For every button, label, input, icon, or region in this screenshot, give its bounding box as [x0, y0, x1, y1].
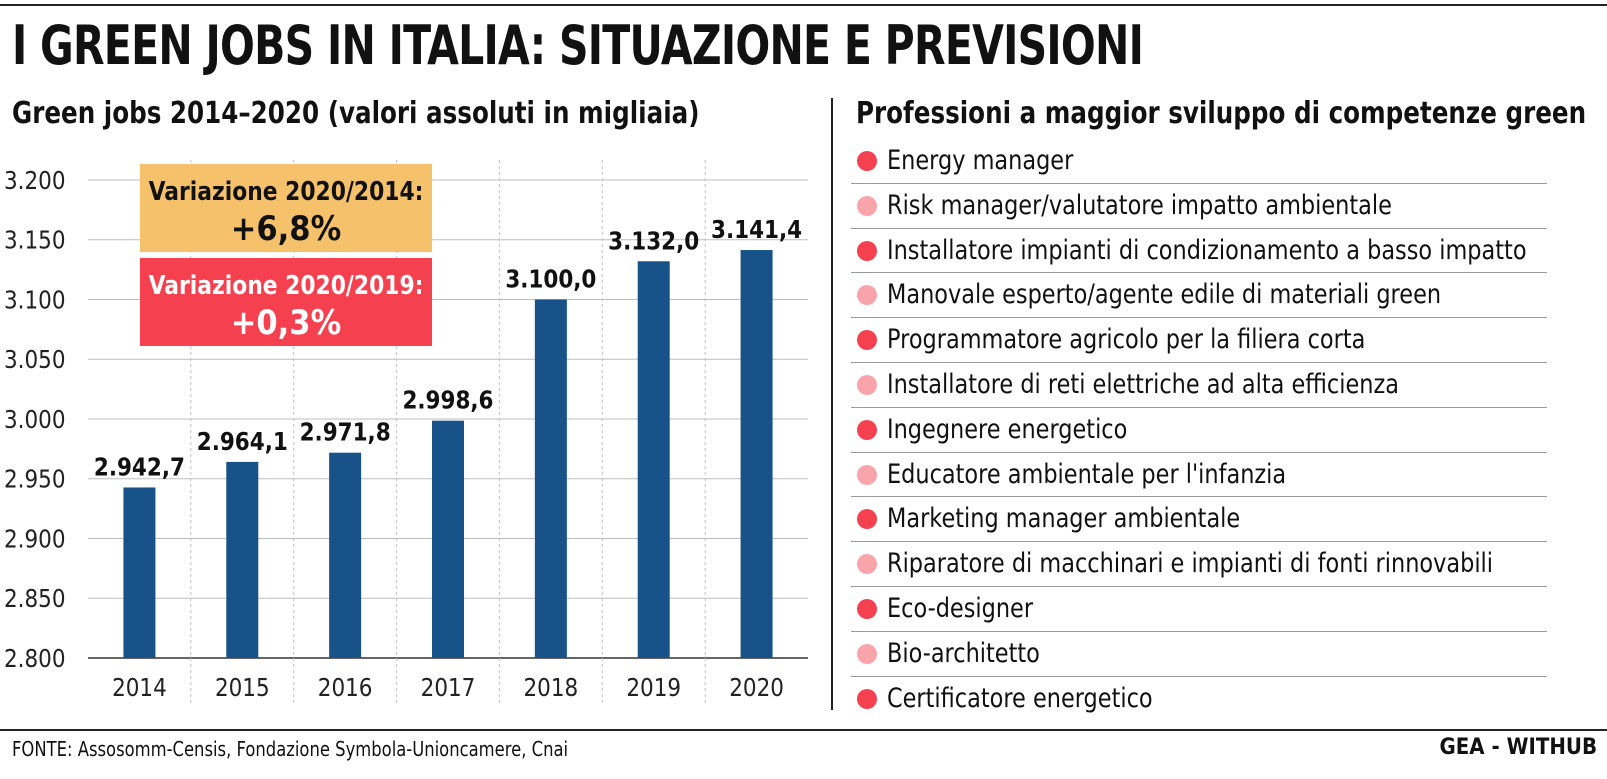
y-tick-label: 2.800: [4, 644, 66, 673]
profession-label: Eco-designer: [887, 592, 1034, 624]
x-tick-label: 2019: [626, 673, 681, 702]
x-axis-ticks: 2014 2015 2016 2017 2018 2019 2020: [112, 673, 784, 702]
x-tick-label: 2020: [729, 673, 784, 702]
x-tick-label: 2015: [215, 673, 270, 702]
variation-boxes: Variazione 2020/2014:+6,8% Variazione 202…: [140, 164, 432, 346]
profession-item: Energy manager: [851, 139, 1547, 184]
value-label: 3.141,4: [711, 216, 802, 245]
profession-label: Bio-architetto: [887, 637, 1040, 669]
bullet-dot-icon: [857, 240, 877, 261]
value-label: 2.964,1: [197, 427, 288, 456]
bar-2016: [329, 452, 362, 658]
profession-item: Risk manager/valutatore impatto ambienta…: [851, 184, 1547, 229]
profession-label: Installatore di reti elettriche ad alta …: [887, 368, 1399, 400]
profession-item: Riparatore di macchinari e impianti di f…: [851, 542, 1547, 587]
profession-label: Energy manager: [887, 145, 1074, 176]
bar-2020: [740, 250, 773, 658]
column-divider: [831, 98, 833, 710]
profession-label: Programmatore agricolo per la filiera co…: [887, 324, 1366, 356]
y-tick-label: 3.000: [4, 405, 66, 434]
bar-2015: [226, 461, 259, 658]
value-labels: 2.942,7 2.964,1 2.971,8 2.998,6 3.100,0 3.132…: [94, 216, 802, 482]
profession-label: Ingegnere energetico: [887, 413, 1128, 445]
credit-logo: GEA - WITHUB: [1439, 735, 1597, 760]
y-tick-label: 2.900: [4, 525, 66, 554]
y-tick-label: 3.200: [4, 166, 66, 195]
variation-box: [140, 258, 432, 346]
profession-label: Risk manager/valutatore impatto ambienta…: [887, 189, 1392, 221]
bullet-dot-icon: [857, 688, 877, 709]
x-tick-label: 2017: [421, 673, 476, 702]
bar-2017: [432, 420, 464, 658]
profession-label: Installatore impianti di condizionamento…: [887, 234, 1527, 266]
y-axis-ticks: 2.800 2.850 2.900 2.950 3.000 3.050 3.100 3.150…: [4, 166, 66, 673]
green-jobs-bar-chart: 2.800 2.850 2.900 2.950 3.000 3.050 3.100 3.150…: [4, 160, 808, 706]
profession-item: Certificatore energetico: [851, 677, 1547, 722]
chart-title: Green jobs 2014–2020 (valori assoluti in…: [12, 96, 700, 131]
profession-label: Marketing manager ambientale: [887, 503, 1241, 535]
y-tick-label: 2.850: [4, 585, 66, 614]
profession-item: Programmatore agricolo per la filiera co…: [851, 318, 1547, 363]
variation-value: +6,8%: [231, 208, 341, 248]
value-label: 2.971,8: [300, 418, 391, 447]
main-title: I GREEN JOBS IN ITALIA: SITUAZIONE E PRE…: [12, 14, 1144, 77]
bullet-dot-icon: [857, 151, 877, 171]
profession-label: Manovale esperto/agente edile di materia…: [887, 279, 1442, 311]
variation-value: +0,3%: [231, 302, 341, 342]
bullet-dot-icon: [857, 285, 877, 306]
variation-box: [140, 164, 432, 252]
value-label: 2.942,7: [94, 453, 185, 482]
profession-item: Bio-architetto: [851, 632, 1547, 677]
value-label: 2.998,6: [402, 386, 493, 415]
bullet-dot-icon: [857, 330, 877, 351]
source-note: FONTE: Assosomm-Censis, Fondazione Symbo…: [12, 737, 569, 761]
bullet-dot-icon: [857, 643, 877, 664]
profession-label: Riparatore di macchinari e impianti di f…: [887, 548, 1494, 580]
profession-item: Eco-designer: [851, 587, 1547, 632]
variation-label: Variazione 2020/2014:: [149, 176, 424, 206]
y-tick-label: 3.150: [4, 226, 66, 255]
bottom-rule: [0, 729, 1607, 731]
variation-label: Variazione 2020/2019:: [149, 270, 424, 300]
value-label: 3.132,0: [608, 227, 699, 256]
bar-2014: [123, 487, 156, 658]
profession-item: Installatore impianti di condizionamento…: [851, 229, 1547, 274]
professions-list: Energy manager Risk manager/valutatore im…: [851, 139, 1547, 721]
chart-bars: [123, 250, 773, 658]
top-rule: [0, 4, 1607, 6]
bullet-dot-icon: [857, 464, 877, 485]
bullet-dot-icon: [857, 195, 877, 216]
x-tick-label: 2014: [112, 673, 167, 702]
profession-item: Manovale esperto/agente edile di materia…: [851, 273, 1547, 319]
bullet-dot-icon: [857, 419, 877, 440]
y-tick-label: 3.100: [4, 286, 66, 315]
profession-label: Certificatore energetico: [887, 682, 1153, 714]
bullet-dot-icon: [857, 374, 877, 395]
value-label: 3.100,0: [505, 265, 596, 294]
y-tick-label: 3.050: [4, 346, 66, 375]
bar-2019: [637, 261, 670, 658]
professions-title: Professioni a maggior sviluppo di compet…: [856, 96, 1587, 131]
x-tick-label: 2016: [318, 673, 373, 702]
profession-item: Installatore di reti elettriche ad alta …: [851, 363, 1547, 408]
profession-label: Educatore ambientale per l'infanzia: [887, 458, 1287, 490]
x-tick-label: 2018: [524, 673, 579, 702]
profession-item: Marketing manager ambientale: [851, 497, 1547, 543]
bar-2018: [534, 299, 567, 658]
bullet-dot-icon: [857, 598, 877, 619]
bullet-dot-icon: [857, 509, 877, 530]
bullet-dot-icon: [857, 554, 877, 575]
profession-item: Ingegnere energetico: [851, 408, 1547, 453]
y-tick-label: 2.950: [4, 465, 66, 494]
profession-item: Educatore ambientale per l'infanzia: [851, 453, 1547, 498]
